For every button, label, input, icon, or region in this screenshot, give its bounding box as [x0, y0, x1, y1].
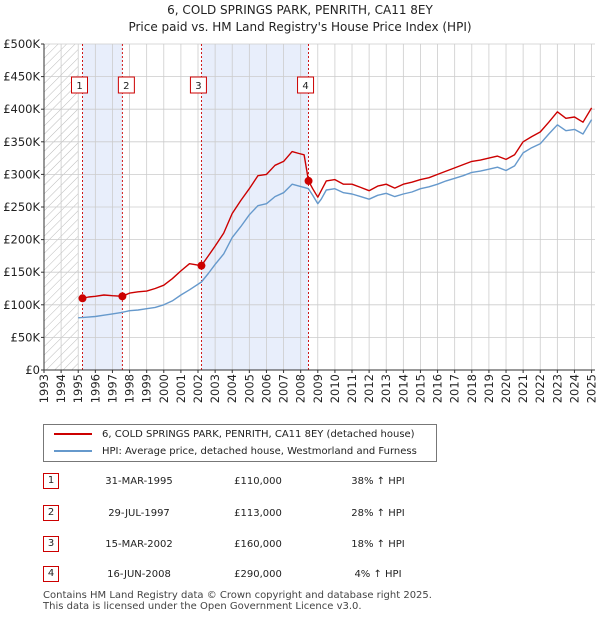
y-tick-label: £450K: [3, 70, 40, 84]
y-tick-label: £250K: [3, 200, 40, 214]
transaction-row-4: 4 16-JUN-2008 £290,000 4% ↑ HPI: [43, 565, 563, 585]
x-tick-label: 2018: [465, 374, 479, 403]
transaction-price: £110,000: [234, 476, 282, 487]
y-tick-label: £200K: [3, 233, 40, 247]
sale-point-4: [304, 176, 313, 185]
transaction-row-1: 1 31-MAR-1995 £110,000 38% ↑ HPI: [43, 472, 563, 492]
transaction-date: 16-JUN-2008: [107, 569, 171, 580]
transaction-price: £290,000: [234, 569, 282, 580]
x-tick-label: 1996: [88, 374, 102, 403]
x-tick-label: 2010: [328, 374, 342, 403]
x-tick-label: 2023: [550, 374, 564, 403]
legend-entry-property: 6, COLD SPRINGS PARK, PENRITH, CA11 8EY …: [54, 427, 415, 443]
transaction-price: £113,000: [234, 508, 282, 519]
sale-label-4: 4: [302, 81, 308, 92]
transaction-date: 15-MAR-2002: [105, 539, 173, 550]
transaction-hpi: 18% ↑ HPI: [351, 539, 405, 550]
price-chart: 6, COLD SPRINGS PARK, PENRITH, CA11 8EY …: [3, 3, 599, 403]
x-tick-label: 2000: [157, 374, 171, 403]
transaction-row-2: 2 29-JUL-1997 £113,000 28% ↑ HPI: [43, 504, 563, 524]
y-tick-label: £300K: [3, 167, 40, 181]
x-tick-label: 2021: [516, 374, 530, 403]
transaction-price: £160,000: [234, 539, 282, 550]
x-tick-label: 2017: [448, 374, 462, 403]
sale-point-2: [118, 292, 127, 301]
x-tick-label: 2022: [533, 374, 547, 403]
legend-entry-hpi: HPI: Average price, detached house, West…: [54, 444, 417, 460]
y-tick-label: £50K: [11, 330, 41, 344]
x-tick-label: 2012: [362, 374, 376, 403]
y-tick-label: £0: [25, 363, 40, 377]
x-tick-label: 1998: [123, 374, 137, 403]
transaction-row-3: 3 15-MAR-2002 £160,000 18% ↑ HPI: [43, 535, 563, 555]
sale-label-box-2: [117, 76, 135, 94]
sale-label-box-1: [71, 76, 89, 94]
transaction-hpi: 4% ↑ HPI: [354, 569, 402, 580]
x-tick-label: 2009: [311, 374, 325, 403]
property-price-line: [82, 107, 593, 299]
y-tick-label: £400K: [3, 102, 40, 116]
sale-label-box-3: [189, 76, 207, 94]
x-tick-label: 2019: [482, 374, 496, 403]
sale-label-1: 1: [76, 81, 82, 92]
transaction-date: 31-MAR-1995: [105, 476, 173, 487]
chart-title: 6, COLD SPRINGS PARK, PENRITH, CA11 8EY: [167, 3, 433, 17]
x-tick-label: 2011: [345, 374, 359, 403]
sale-label-2: 2: [123, 81, 129, 92]
sale-point-3: [197, 261, 206, 270]
x-tick-label: 1999: [140, 374, 154, 403]
x-tick-label: 1995: [71, 374, 85, 403]
footer-attribution: Contains HM Land Registry data © Crown c…: [43, 590, 432, 612]
x-tick-label: 2013: [379, 374, 393, 403]
legend: 6, COLD SPRINGS PARK, PENRITH, CA11 8EY …: [43, 424, 437, 462]
legend-label-property: 6, COLD SPRINGS PARK, PENRITH, CA11 8EY …: [102, 429, 415, 440]
y-tick-label: £500K: [3, 37, 40, 51]
transaction-number: 4: [43, 566, 59, 582]
chart-subtitle: Price paid vs. HM Land Registry's House …: [128, 20, 471, 34]
x-tick-label: 2008: [294, 374, 308, 403]
x-tick-label: 2020: [499, 374, 513, 403]
sale-label-3: 3: [195, 81, 201, 92]
transaction-number: 1: [43, 473, 59, 489]
y-tick-label: £100K: [3, 298, 40, 312]
transaction-date: 29-JUL-1997: [108, 508, 170, 519]
sale-point-1: [78, 294, 87, 303]
x-tick-label: 2002: [191, 374, 205, 403]
x-tick-label: 2025: [585, 374, 599, 403]
legend-swatch-blue: [54, 450, 92, 452]
x-tick-label: 2001: [174, 374, 188, 403]
legend-label-hpi: HPI: Average price, detached house, West…: [102, 446, 417, 457]
transaction-hpi: 38% ↑ HPI: [351, 476, 405, 487]
y-tick-label: £150K: [3, 265, 40, 279]
transaction-hpi: 28% ↑ HPI: [351, 508, 405, 519]
x-tick-label: 1993: [37, 374, 51, 403]
x-tick-label: 2003: [208, 374, 222, 403]
x-tick-label: 2007: [277, 374, 291, 403]
x-tick-label: 2006: [259, 374, 273, 403]
legend-swatch-red: [54, 433, 92, 435]
x-tick-label: 2004: [225, 374, 239, 403]
transaction-number: 2: [43, 505, 59, 521]
hpi-line: [78, 119, 593, 319]
x-tick-label: 1997: [105, 374, 119, 403]
x-tick-label: 2015: [413, 374, 427, 403]
x-tick-label: 1994: [54, 374, 68, 403]
x-tick-label: 2005: [242, 374, 256, 403]
x-tick-label: 2024: [567, 374, 581, 403]
x-tick-label: 2014: [396, 374, 410, 403]
transaction-number: 3: [43, 536, 59, 552]
y-tick-label: £350K: [3, 135, 40, 149]
x-tick-label: 2016: [431, 374, 445, 403]
sale-label-box-4: [297, 76, 315, 94]
